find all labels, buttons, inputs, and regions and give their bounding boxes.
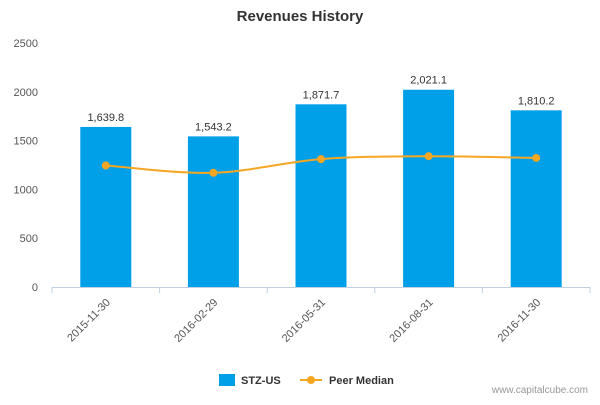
x-tick-label: 2016-02-29 [172,297,220,345]
bar-value-label: 2,021.1 [410,75,447,87]
legend-label-peer: Peer Median [329,375,394,387]
peer-median-series [101,152,541,177]
peer-median-point [317,155,325,164]
peer-median-point [532,153,541,162]
y-tick-label: 2500 [14,38,38,50]
peer-median-point [209,168,218,177]
chart-title: Revenues History [237,8,364,25]
revenue-bar [510,110,562,287]
x-tick-label: 2016-08-31 [387,297,435,345]
y-tick-label: 0 [32,282,38,294]
bar-value-label: 1,871.7 [303,89,340,101]
bar-series [80,89,562,288]
y-tick-label: 1500 [14,136,38,148]
peer-median-point [424,152,433,161]
revenue-bar [295,104,347,287]
bar-value-label: 1,543.2 [195,121,232,133]
legend-marker-peer [307,376,315,384]
y-axis-ticks: 0 500 1000 1500 2000 2500 [14,38,38,294]
bar-value-label: 1,639.8 [87,112,124,124]
y-tick-label: 500 [20,233,38,245]
revenue-bar [403,89,455,288]
x-tick-label: 2016-05-31 [280,297,328,345]
revenue-bar [187,136,239,287]
bar-value-label: 1,810.2 [518,95,555,107]
x-tick-label: 2015-11-30 [65,297,113,345]
legend: STZ-US Peer Median [219,374,394,387]
revenue-bar [80,126,132,287]
credit-text: www.capitalcube.com [491,385,588,396]
x-axis: 2015-11-30 2016-02-29 2016-05-31 2016-08-31… [51,287,591,345]
y-tick-label: 1000 [14,184,38,196]
legend-label-stz: STZ-US [241,375,281,387]
bar-data-labels: 1,639.8 1,543.2 1,871.7 2,021.1 1,810.2 [87,75,554,134]
x-tick-label: 2016-11-30 [496,297,544,345]
y-tick-label: 2000 [14,87,38,99]
peer-median-point [101,161,110,170]
legend-swatch-stz [219,374,235,386]
